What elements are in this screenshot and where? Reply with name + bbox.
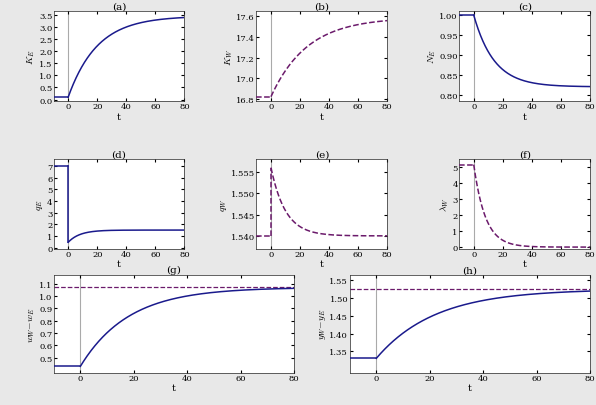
Title: (h): (h): [462, 266, 477, 275]
Title: (c): (c): [517, 2, 532, 11]
X-axis label: t: t: [320, 260, 324, 269]
Y-axis label: $q_W$: $q_W$: [219, 198, 229, 211]
Y-axis label: $K_E$: $K_E$: [26, 49, 38, 64]
Y-axis label: $q_E$: $q_E$: [35, 198, 45, 210]
Y-axis label: $\lambda_W$: $\lambda_W$: [438, 197, 451, 212]
Title: (g): (g): [166, 266, 181, 275]
Title: (a): (a): [112, 2, 126, 11]
X-axis label: t: t: [468, 384, 472, 392]
Y-axis label: $y_W{-}y_E$: $y_W{-}y_E$: [318, 308, 328, 340]
X-axis label: t: t: [117, 260, 121, 269]
X-axis label: t: t: [523, 112, 526, 121]
Title: (f): (f): [519, 150, 530, 159]
Title: (e): (e): [315, 150, 329, 159]
X-axis label: t: t: [117, 112, 121, 121]
X-axis label: t: t: [523, 260, 526, 269]
Title: (b): (b): [314, 2, 330, 11]
Title: (d): (d): [111, 150, 126, 159]
Y-axis label: $N_E$: $N_E$: [426, 49, 438, 64]
X-axis label: t: t: [320, 112, 324, 121]
Y-axis label: $w_W{-}w_E$: $w_W{-}w_E$: [28, 306, 38, 342]
X-axis label: t: t: [172, 384, 176, 392]
Y-axis label: $K_W$: $K_W$: [223, 48, 235, 66]
